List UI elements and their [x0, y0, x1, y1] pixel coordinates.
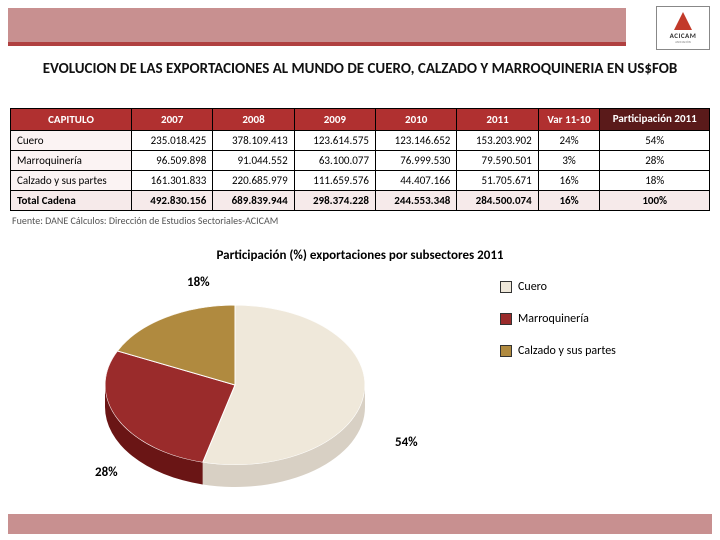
legend-label: Marroquinería — [518, 312, 589, 326]
logo-acicam: ACICAM ASOCIACIÓN — [656, 6, 710, 50]
pie-callout: 28% — [95, 465, 118, 480]
legend-item: Cuero — [500, 280, 616, 294]
col-2007: 2007 — [131, 109, 212, 131]
cell: 235.018.425 — [131, 131, 212, 151]
page-title: EVOLUCION DE LAS EXPORTACIONES AL MUNDO … — [0, 60, 720, 79]
pie-callout: 18% — [187, 275, 210, 290]
footer-bar — [8, 514, 712, 534]
cell: 24% — [538, 131, 600, 151]
cell: 28% — [600, 151, 710, 171]
cell: 51.705.671 — [457, 171, 538, 191]
table-total-row: Total Cadena492.830.156689.839.944298.37… — [11, 191, 710, 211]
table-source: Fuente: DANE Cálculos: Dirección de Estu… — [10, 214, 710, 227]
col-var: Var 11-10 — [538, 109, 600, 131]
cell: 153.203.902 — [457, 131, 538, 151]
total-cell: 492.830.156 — [131, 191, 212, 211]
total-cell: 689.839.944 — [213, 191, 294, 211]
legend-item: Calzado y sus partes — [500, 344, 616, 358]
col-2010: 2010 — [376, 109, 457, 131]
total-cell: 298.374.228 — [294, 191, 375, 211]
cell: 111.659.576 — [294, 171, 375, 191]
pie-callout: 54% — [395, 435, 418, 450]
cell: 16% — [538, 171, 600, 191]
col-capitulo: CAPITULO — [11, 109, 132, 131]
table-header-row: CAPITULO 2007 2008 2009 2010 2011 Var 11… — [11, 109, 710, 131]
cell: 378.109.413 — [213, 131, 294, 151]
cell: 44.407.166 — [376, 171, 457, 191]
total-cell: 244.553.348 — [376, 191, 457, 211]
total-cell: 284.500.074 — [457, 191, 538, 211]
table-row: Calzado y sus partes161.301.833220.685.9… — [11, 171, 710, 191]
total-cell: 100% — [600, 191, 710, 211]
col-2008: 2008 — [213, 109, 294, 131]
cell: 220.685.979 — [213, 171, 294, 191]
total-label: Total Cadena — [11, 191, 132, 211]
legend-label: Calzado y sus partes — [518, 344, 616, 358]
exports-table: CAPITULO 2007 2008 2009 2010 2011 Var 11… — [10, 108, 710, 227]
header-bar — [8, 8, 626, 46]
cell: 79.590.501 — [457, 151, 538, 171]
legend-swatch — [500, 281, 512, 293]
chart-legend: Cuero Marroquinería Calzado y sus partes — [500, 280, 616, 376]
cell: 91.044.552 — [213, 151, 294, 171]
cell: 123.614.575 — [294, 131, 375, 151]
cell: 161.301.833 — [131, 171, 212, 191]
col-part: Participación 2011 — [600, 109, 710, 131]
col-2011: 2011 — [457, 109, 538, 131]
table-row: Marroquinería96.509.89891.044.55263.100.… — [11, 151, 710, 171]
cell: 63.100.077 — [294, 151, 375, 171]
legend-swatch — [500, 345, 512, 357]
cell: 54% — [600, 131, 710, 151]
col-2009: 2009 — [294, 109, 375, 131]
row-label: Marroquinería — [11, 151, 132, 171]
legend-swatch — [500, 313, 512, 325]
cell: 96.509.898 — [131, 151, 212, 171]
logo-text: ACICAM — [670, 31, 697, 40]
legend-label: Cuero — [518, 280, 547, 294]
cell: 76.999.530 — [376, 151, 457, 171]
cell: 18% — [600, 171, 710, 191]
row-label: Cuero — [11, 131, 132, 151]
row-label: Calzado y sus partes — [11, 171, 132, 191]
cell: 123.146.652 — [376, 131, 457, 151]
pie-chart: 18%28%54% — [95, 275, 395, 505]
legend-item: Marroquinería — [500, 312, 616, 326]
logo-subtext: ASOCIACIÓN — [675, 40, 690, 44]
total-cell: 16% — [538, 191, 600, 211]
pie-svg — [105, 305, 365, 465]
cell: 3% — [538, 151, 600, 171]
chart-title: Participación (%) exportaciones por subs… — [0, 248, 720, 263]
pie-top-ellipse — [105, 305, 365, 465]
logo-triangle-icon — [674, 12, 692, 30]
table-row: Cuero235.018.425378.109.413123.614.57512… — [11, 131, 710, 151]
